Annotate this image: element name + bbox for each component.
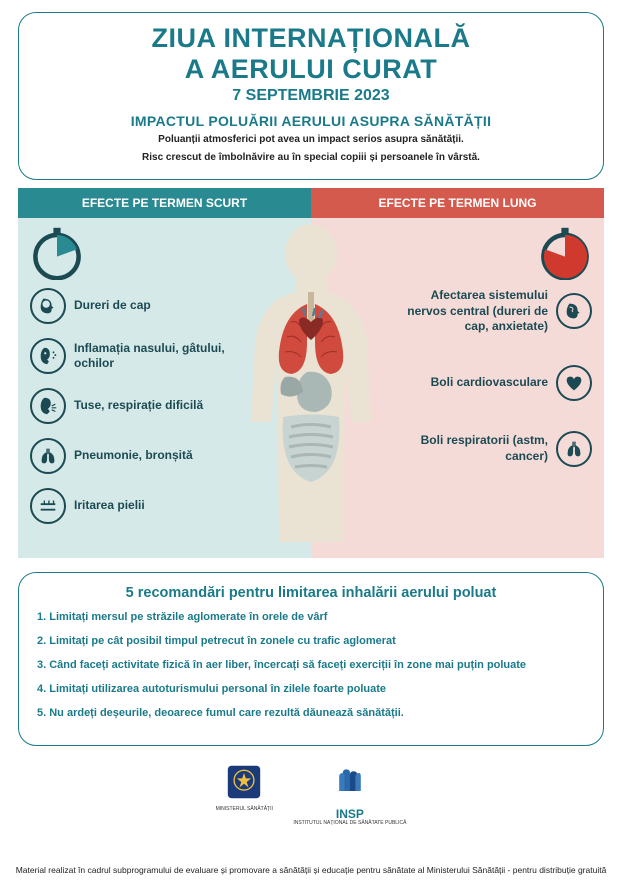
recommendation-5: 5. Nu ardeți deșeurile, deoarece fumul c… [37,707,585,719]
title-date: 7 SEPTEMBRIE 2023 [29,87,593,105]
effect-pneumonia: Pneumonie, bronșită [30,438,240,474]
recommendation-3: 3. Când faceți activitate fizică în aer … [37,659,585,671]
insp-caption: INSTITUTUL NAȚIONAL DE SĂNĂTATE PUBLICĂ [293,821,406,827]
footer-text: Material realizat în cadrul subprogramul… [0,865,622,875]
lungs2-icon [556,431,592,467]
effect-label: Inflamația nasului, gâtului, ochilor [66,341,240,372]
effect-cns: Afectarea sistemului nervos central (dur… [382,288,592,335]
short-term-list: Dureri de cap Inflamația nasului, gâtulu… [30,288,240,538]
effect-label: Dureri de cap [66,298,159,314]
human-body-diagram [221,222,401,552]
effect-label: Tuse, respirație dificilă [66,398,211,414]
recommendations-box: 5 recomandări pentru limitarea inhalării… [18,572,604,746]
insp-label: INSP [293,807,406,821]
heart-icon [556,365,592,401]
effect-cardio: Boli cardiovasculare [382,365,592,401]
logo-ministry: MINISTERUL SĂNĂTĂȚII [216,764,273,813]
skin-icon [30,488,66,524]
title-line2: A AERULUI CURAT [29,54,593,85]
stopwatch-short-icon [30,226,84,280]
effect-respiratory: Boli respiratorii (astm, cancer) [382,431,592,467]
face-icon [30,338,66,374]
header-box: ZIUA INTERNAȚIONALĂ A AERULUI CURAT 7 SE… [18,12,604,180]
logo-insp: INSP INSTITUTUL NAȚIONAL DE SĂNĂTATE PUB… [293,764,406,827]
cough-icon [30,388,66,424]
effect-inflammation: Inflamația nasului, gâtului, ochilor [30,338,240,374]
long-term-list: Afectarea sistemului nervos central (dur… [382,288,592,497]
recommendation-1: 1. Limitați mersul pe străzile aglomerat… [37,611,585,623]
lungs-icon [30,438,66,474]
recommendations-title: 5 recomandări pentru limitarea inhalării… [37,585,585,601]
subtitle: IMPACTUL POLUĂRII AERULUI ASUPRA SĂNĂTĂȚ… [29,113,593,129]
logos-row: MINISTERUL SĂNĂTĂȚII INSP INSTITUTUL NAȚ… [0,764,622,827]
recommendation-2: 2. Limitați pe cât posibil timpul petrec… [37,635,585,647]
stopwatch-long-icon [538,226,592,280]
intro-line2: Risc crescut de îmbolnăvire au în specia… [29,151,593,165]
effect-skin: Iritarea pielii [30,488,240,524]
ministry-emblem-icon [226,764,262,800]
effect-headache: Dureri de cap [30,288,240,324]
head-icon [30,288,66,324]
effect-label: Boli cardiovasculare [423,375,556,391]
effect-label: Pneumonie, bronșită [66,448,201,464]
effect-cough: Tuse, respirație dificilă [30,388,240,424]
insp-people-icon [332,764,368,800]
effect-label: Boli respiratorii (astm, cancer) [382,433,556,464]
short-term-header: EFECTE PE TERMEN SCURT [18,188,311,218]
long-term-header: EFECTE PE TERMEN LUNG [311,188,604,218]
recommendation-4: 4. Limitați utilizarea autoturismului pe… [37,683,585,695]
intro-line1: Poluanții atmosferici pot avea un impact… [29,133,593,147]
effect-label: Iritarea pielii [66,498,153,514]
infographic: EFECTE PE TERMEN SCURT Dureri de cap Inf… [18,188,604,558]
effect-label: Afectarea sistemului nervos central (dur… [382,288,556,335]
ministry-caption: MINISTERUL SĂNĂTĂȚII [216,807,273,813]
brain-icon [556,293,592,329]
title-line1: ZIUA INTERNAȚIONALĂ [29,23,593,54]
